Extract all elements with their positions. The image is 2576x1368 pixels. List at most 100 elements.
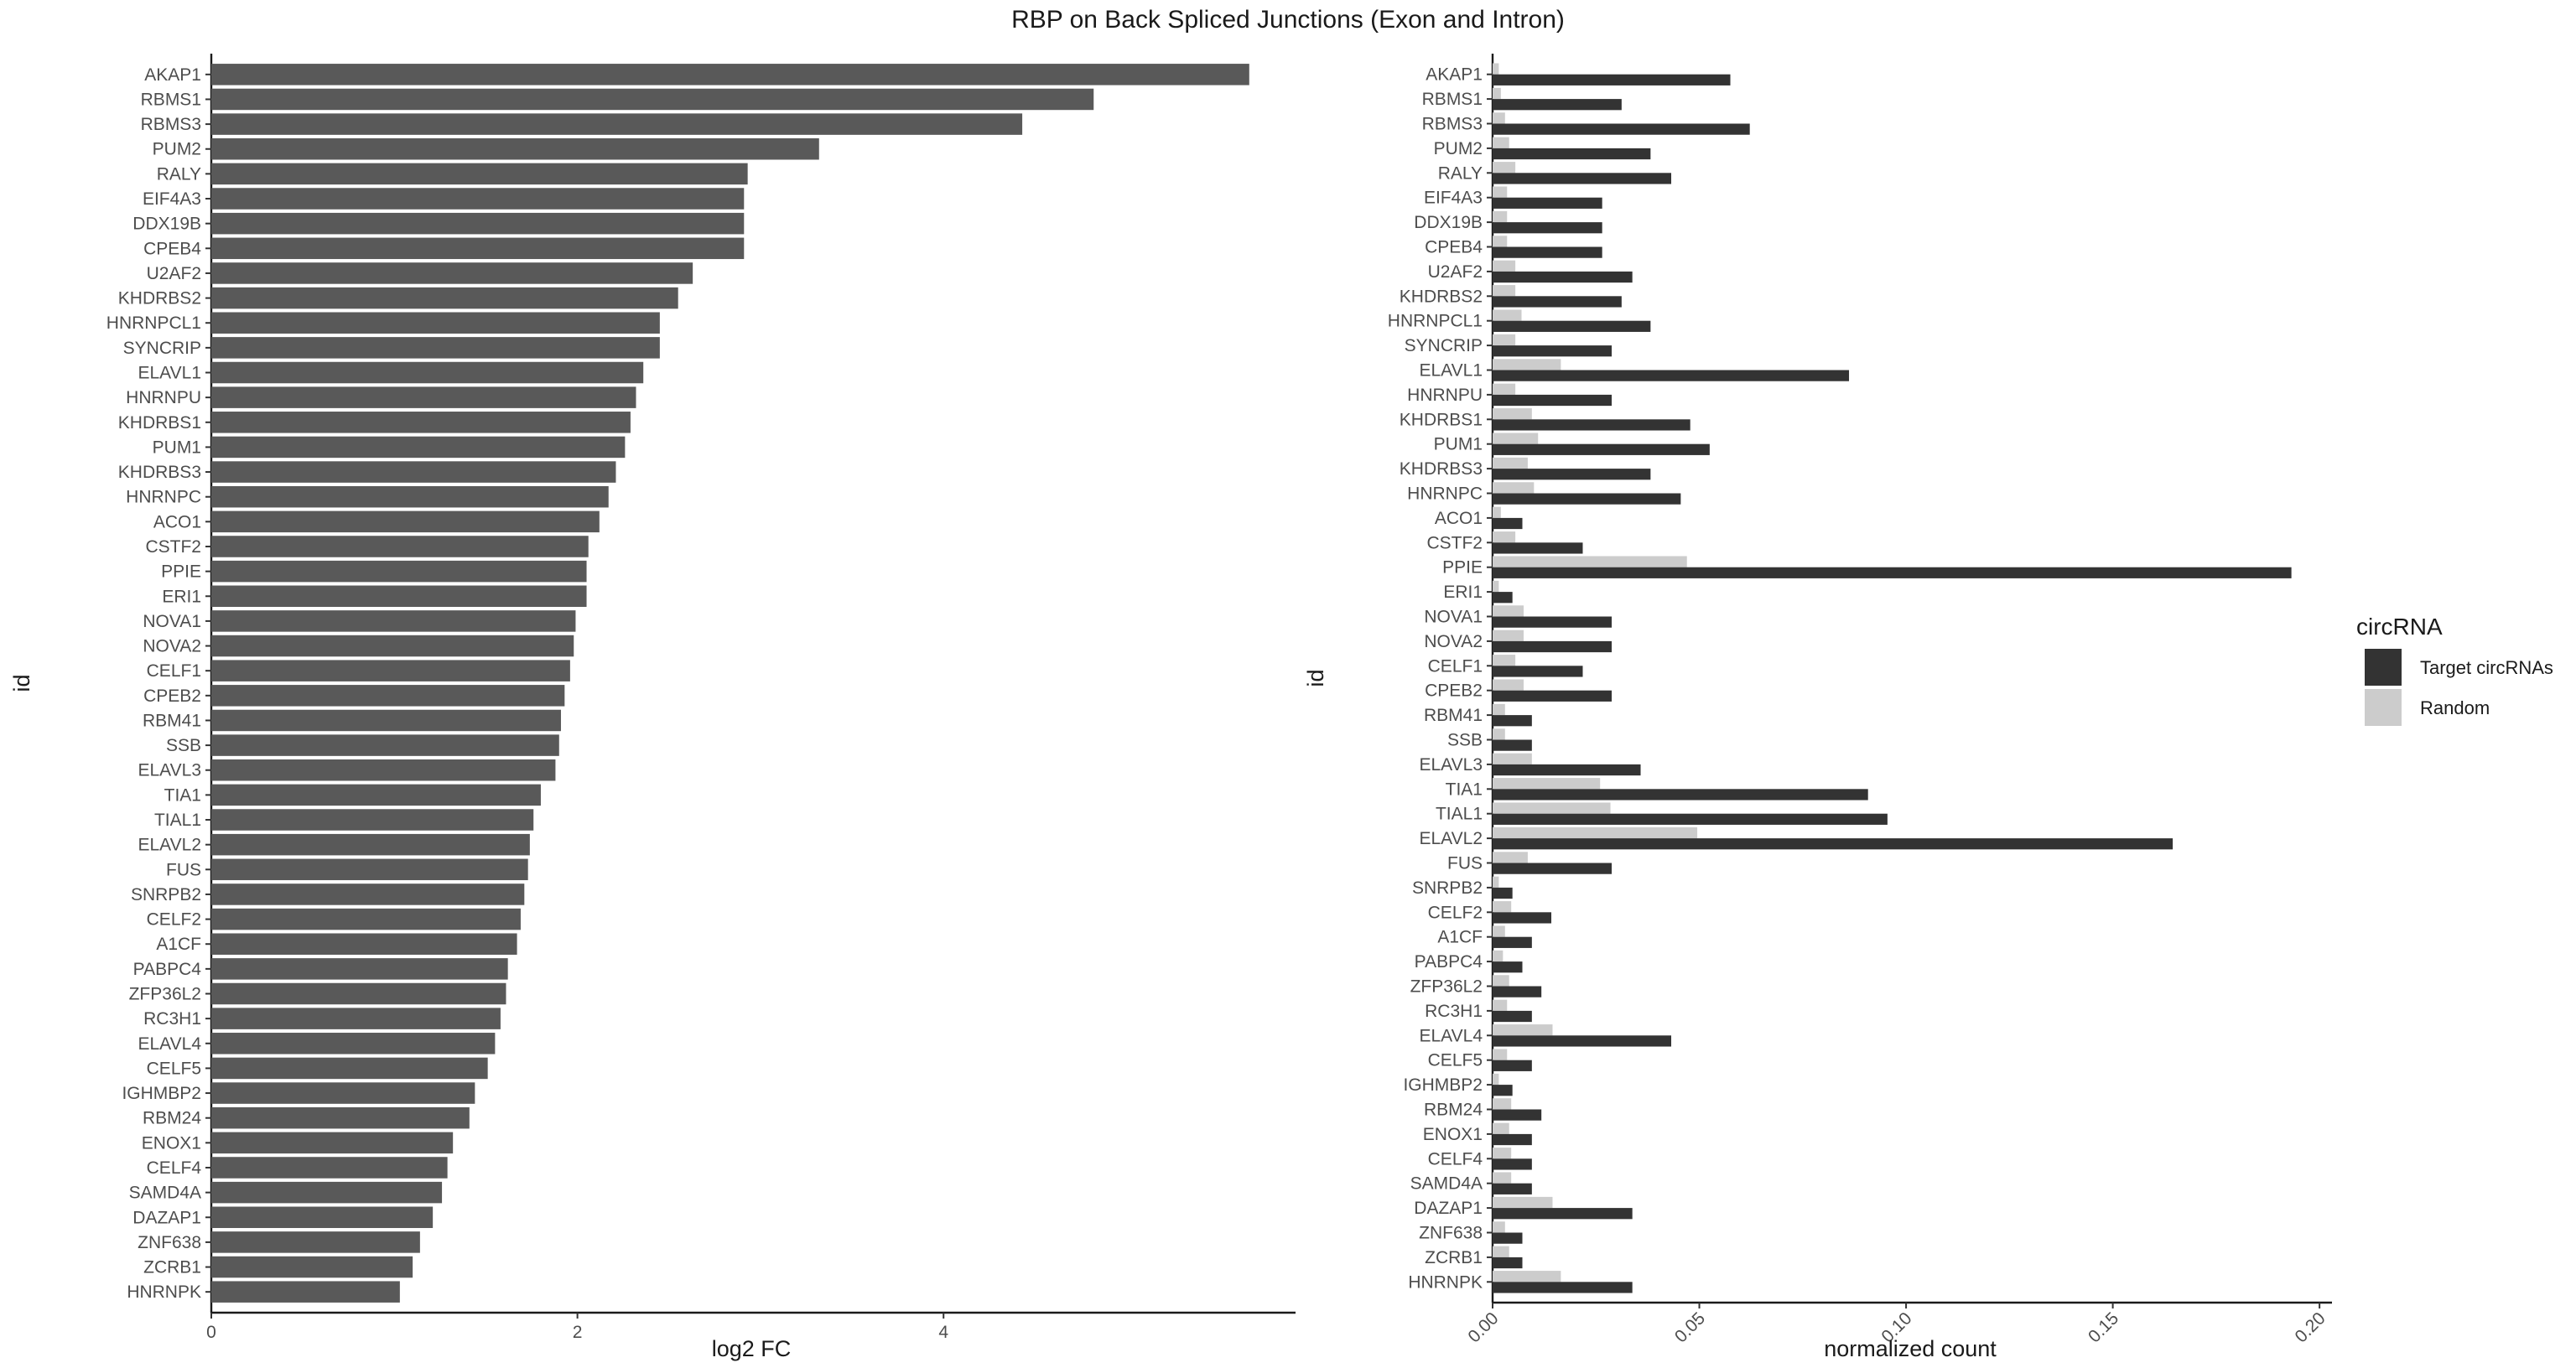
y-tick-label-nova2: NOVA2: [143, 637, 201, 656]
bar-hnrnpk: [211, 1281, 400, 1303]
x-tick-label-0-00: 0.00: [1464, 1308, 1502, 1346]
legend: circRNA Target circRNAs Random: [2356, 614, 2553, 726]
y-tick-label-hnrnpc: HNRNPC: [1407, 484, 1483, 504]
y-tick-label-celf2: CELF2: [147, 910, 201, 930]
y-tick-label-akap1: AKAP1: [144, 65, 201, 85]
bar-target-circrnas-a1cf: [1493, 936, 1532, 948]
bar-target-circrnas-elavl1: [1493, 370, 1850, 381]
bar-elavl3: [211, 759, 556, 781]
bar-random-dazap1: [1493, 1196, 1553, 1209]
y-tick-label-cstf2: CSTF2: [1426, 533, 1483, 552]
y-axis-title: id: [1303, 669, 1328, 687]
bar-random-eri1: [1493, 580, 1499, 593]
y-tick-label-celf4: CELF4: [1428, 1149, 1483, 1168]
y-tick-label-aco1: ACO1: [153, 512, 201, 531]
y-tick-label-rbms1: RBMS1: [1422, 90, 1483, 109]
bar-aco1: [211, 510, 600, 533]
y-tick-label-znf638: ZNF638: [138, 1233, 201, 1252]
y-tick-label-rbm24: RBM24: [1424, 1101, 1483, 1120]
bar-random-samd4a: [1493, 1172, 1512, 1184]
bar-target-circrnas-hnrnpc: [1493, 493, 1681, 505]
bar-random-raly: [1493, 162, 1516, 174]
bar-random-celf4: [1493, 1148, 1512, 1159]
y-axis-title: id: [9, 674, 34, 692]
bar-elavl4: [211, 1033, 496, 1054]
y-tick-label-khdrbs2: KHDRBS2: [1400, 287, 1483, 306]
y-tick-label-ighmbp2: IGHMBP2: [1403, 1075, 1483, 1095]
bar-target-circrnas-zcrb1: [1493, 1257, 1523, 1269]
bar-target-circrnas-elavl2: [1493, 838, 2174, 850]
bar-a1cf: [211, 933, 517, 955]
y-tick-label-enox1: ENOX1: [142, 1133, 201, 1153]
y-tick-label-ssb: SSB: [1447, 731, 1483, 750]
bar-random-znf638: [1493, 1221, 1505, 1233]
bar-eri1: [211, 585, 587, 608]
bar-random-cpeb4: [1493, 236, 1508, 247]
y-tick-label-snrpb2: SNRPB2: [131, 885, 201, 904]
bar-random-celf1: [1493, 655, 1516, 666]
y-tick-label-eif4a3: EIF4A3: [1424, 189, 1483, 208]
legend-swatch-random: [2365, 689, 2402, 726]
bar-random-elavl3: [1493, 753, 1532, 764]
bar-random-ssb: [1493, 728, 1505, 740]
y-tick-label-elavl4: ELAVL4: [138, 1034, 202, 1054]
bar-hnrnpu: [211, 386, 636, 408]
y-tick-label-hnrnpk: HNRNPK: [127, 1282, 201, 1302]
bar-target-circrnas-rbm41: [1493, 715, 1532, 727]
bar-random-ighmbp2: [1493, 1073, 1499, 1086]
bar-target-circrnas-pum1: [1493, 443, 1710, 455]
bar-cpeb4: [211, 237, 745, 260]
bar-target-circrnas-raly: [1493, 173, 1672, 184]
bar-target-circrnas-elavl4: [1493, 1035, 1672, 1047]
y-tick-label-dazap1: DAZAP1: [132, 1208, 201, 1227]
y-tick-label-elavl3: ELAVL3: [138, 761, 202, 780]
bar-target-circrnas-rc3h1: [1493, 1010, 1532, 1023]
bar-raly: [211, 163, 748, 185]
y-tick-label-zfp36l2: ZFP36L2: [1410, 977, 1483, 997]
y-tick-label-fus: FUS: [1447, 854, 1483, 873]
bar-khdrbs1: [211, 412, 631, 433]
bar-random-pum2: [1493, 137, 1509, 148]
bar-pum2: [211, 137, 819, 160]
x-tick-label-0-15: 0.15: [2085, 1308, 2122, 1346]
bar-random-eif4a3: [1493, 186, 1508, 198]
y-tick-label-cstf2: CSTF2: [145, 537, 201, 557]
bar-random-rbms1: [1493, 87, 1501, 100]
bar-rbms3: [211, 113, 1023, 135]
bar-random-rbm41: [1493, 703, 1505, 716]
bar-znf638: [211, 1231, 420, 1253]
bar-target-circrnas-rbms1: [1493, 99, 1622, 111]
y-tick-label-u2af2: U2AF2: [147, 264, 201, 283]
y-tick-label-pum1: PUM1: [153, 438, 201, 457]
y-tick-label-samd4a: SAMD4A: [1410, 1174, 1483, 1194]
y-tick-label-hnrnpk: HNRNPK: [1408, 1272, 1483, 1292]
bar-target-circrnas-cstf2: [1493, 542, 1583, 554]
x-axis-title: normalized count: [1824, 1336, 1997, 1361]
bar-random-tial1: [1493, 802, 1611, 814]
bar-target-circrnas-pum2: [1493, 148, 1651, 160]
bar-ddx19b: [211, 212, 745, 235]
y-tick-label-celf4: CELF4: [147, 1158, 202, 1178]
bar-samd4a: [211, 1181, 443, 1204]
bar-random-a1cf: [1493, 925, 1505, 937]
y-tick-label-pabpc4: PABPC4: [1415, 952, 1483, 972]
y-tick-label-elavl1: ELAVL1: [1420, 361, 1483, 381]
bar-tia1: [211, 784, 541, 806]
bar-target-circrnas-celf5: [1493, 1060, 1532, 1071]
y-tick-label-rbm41: RBM41: [143, 711, 201, 730]
bar-target-circrnas-celf1: [1493, 666, 1583, 677]
y-tick-label-raly: RALY: [1438, 163, 1483, 183]
y-tick-label-pum1: PUM1: [1434, 435, 1483, 454]
bar-target-circrnas-enox1: [1493, 1133, 1532, 1146]
x-tick-label-0-20: 0.20: [2292, 1308, 2329, 1346]
bar-random-celf5: [1493, 1049, 1508, 1060]
bar-random-ddx19b: [1493, 210, 1508, 223]
bar-target-circrnas-hnrnpu: [1493, 394, 1613, 407]
y-tick-label-syncrip: SYNCRIP: [1405, 336, 1483, 355]
y-tick-label-rbms3: RBMS3: [1422, 115, 1483, 134]
y-tick-label-enox1: ENOX1: [1423, 1125, 1483, 1144]
bar-target-circrnas-khdrbs2: [1493, 296, 1622, 308]
bar-target-circrnas-ppie: [1493, 567, 2292, 578]
y-tick-label-cpeb2: CPEB2: [143, 687, 201, 706]
bar-random-ppie: [1493, 556, 1687, 567]
